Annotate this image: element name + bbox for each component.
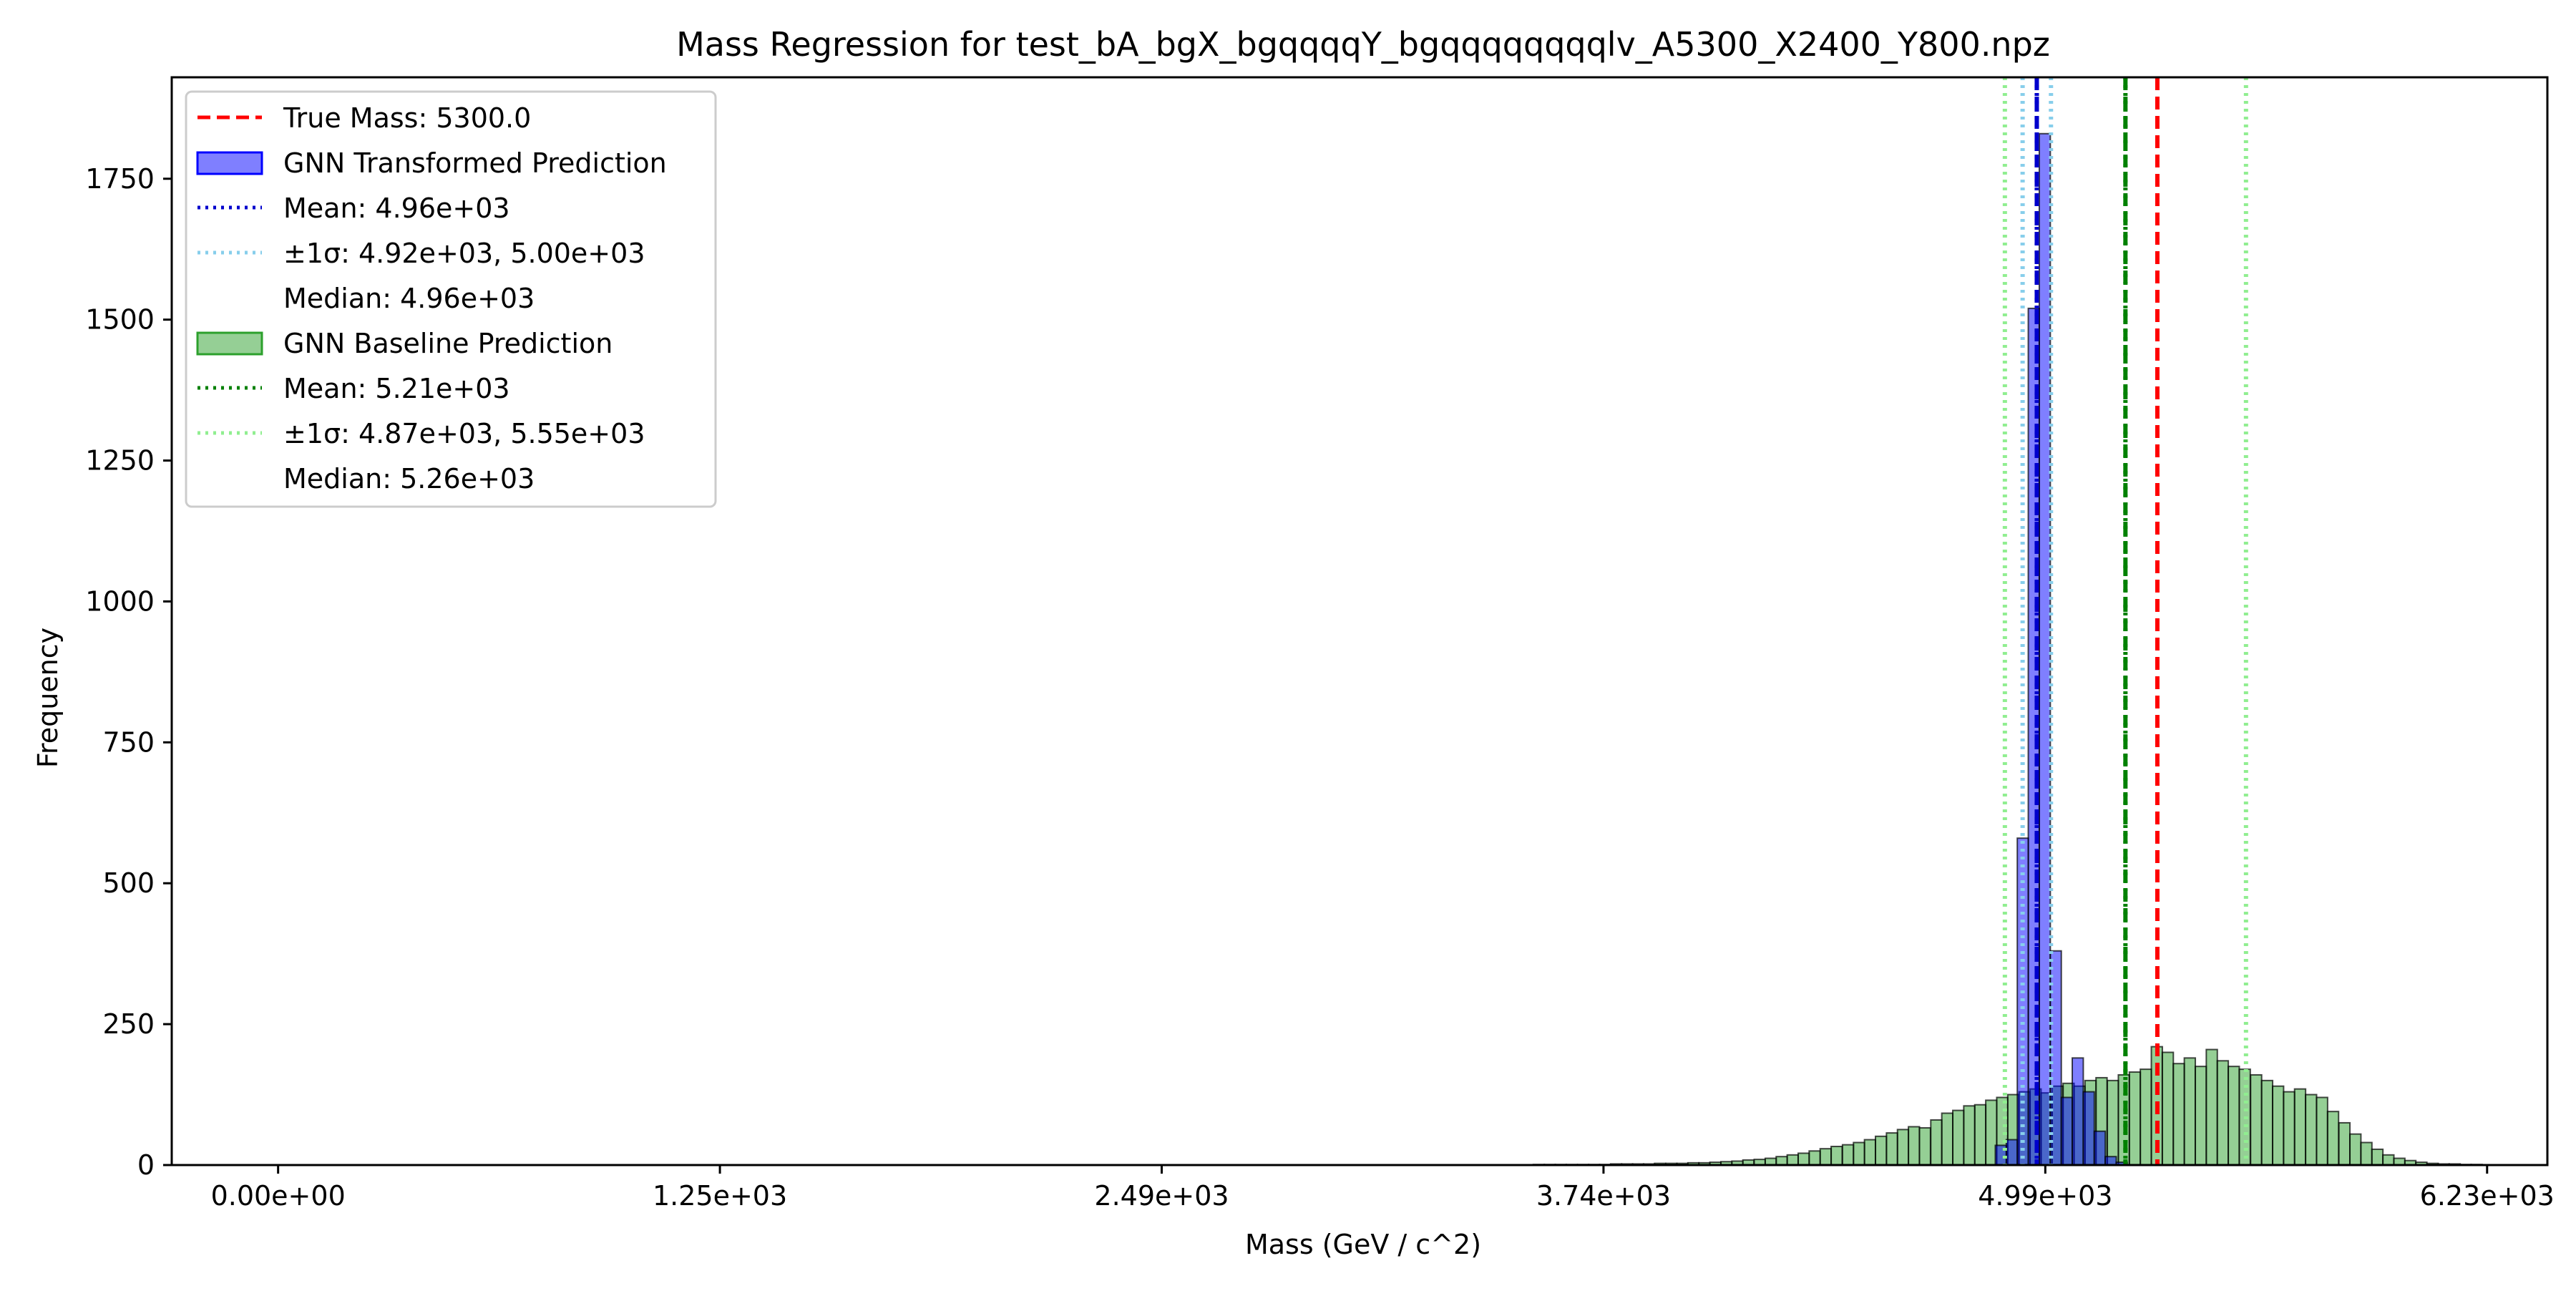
y-tick-label: 1250 <box>85 445 155 477</box>
baseline-bar <box>2128 1071 2142 1166</box>
baseline-bar <box>2260 1079 2274 1166</box>
legend-box <box>185 90 717 508</box>
x-tick-label: 0.00e+00 <box>211 1180 346 1212</box>
legend-handle-patch <box>196 331 263 356</box>
y-tick-label: 750 <box>102 726 155 758</box>
legend-label: ±1σ: 4.92e+03, 5.00e+03 <box>283 238 645 269</box>
baseline-bar <box>2371 1148 2384 1166</box>
chart-title: Mass Regression for test_bA_bgX_bgqqqqY_… <box>676 25 2050 64</box>
baseline-bar <box>2348 1133 2362 1166</box>
y-tick-label: 0 <box>137 1149 155 1181</box>
baseline-bar <box>2250 1073 2263 1166</box>
baseline-bar <box>2382 1154 2395 1166</box>
y-tick-label: 1500 <box>85 304 155 336</box>
plot-area: 0.00e+00 1.25e+03 2.49e+03 3.74e+03 4.99e+03… <box>85 76 2555 1212</box>
baseline-bar <box>2228 1066 2240 1166</box>
legend-label: ±1σ: 4.87e+03, 5.55e+03 <box>283 418 645 449</box>
legend-handle-patch <box>196 151 263 175</box>
y-tick-label: 250 <box>102 1008 155 1040</box>
y-tick-label: 1000 <box>85 585 155 617</box>
baseline-bar <box>2205 1048 2218 1166</box>
axes-frame <box>170 76 2549 1166</box>
y-tick-label: 500 <box>102 867 155 899</box>
baseline-bar <box>2161 1051 2175 1166</box>
legend-label: Mean: 4.96e+03 <box>283 193 510 224</box>
baseline-bar <box>2172 1063 2185 1166</box>
transformed-bar <box>2038 132 2051 1166</box>
transformed-bar <box>2072 1057 2084 1166</box>
baseline-bar <box>2316 1096 2328 1166</box>
baseline-bar <box>2271 1085 2285 1166</box>
x-tick-label: 4.99e+03 <box>1978 1180 2112 1212</box>
baseline-bar <box>1930 1119 1943 1166</box>
baseline-bar <box>1797 1152 1810 1166</box>
legend-label: Median: 4.96e+03 <box>283 283 535 314</box>
baseline-bar <box>1853 1141 1865 1166</box>
transformed-bar <box>2005 1139 2019 1166</box>
baseline-bar <box>1885 1132 1898 1166</box>
baseline-bar <box>1819 1148 1833 1166</box>
transformed-bar <box>2016 837 2029 1166</box>
baseline-bar <box>1841 1144 1855 1166</box>
legend-label: GNN Baseline Prediction <box>283 328 613 359</box>
baseline-bar <box>2194 1066 2207 1166</box>
transformed-bar <box>2104 1156 2117 1166</box>
y-axis-label: Frequency <box>32 628 64 768</box>
legend: True Mass: 5300.0 GNN Transformed Predict… <box>185 90 717 508</box>
x-axis-label: Mass (GeV / c^2) <box>1245 1229 1481 1260</box>
transformed-bar <box>2082 1091 2095 1166</box>
x-tick-label: 3.74e+03 <box>1536 1180 1671 1212</box>
x-tick-label: 1.25e+03 <box>653 1180 787 1212</box>
y-tick-label: 1750 <box>85 163 155 195</box>
baseline-bar <box>1963 1105 1976 1166</box>
baseline-bar <box>1874 1135 1888 1166</box>
baseline-bar <box>1952 1109 1965 1166</box>
baseline-bar <box>1918 1127 1931 1166</box>
baseline-bar <box>1808 1150 1821 1166</box>
legend-label: Median: 5.26e+03 <box>283 463 535 495</box>
baseline-bar <box>2305 1093 2318 1166</box>
baseline-bar <box>1896 1129 1910 1166</box>
baseline-bar <box>1941 1112 1954 1166</box>
baseline-bar <box>2360 1141 2373 1166</box>
transformed-bar <box>2093 1130 2107 1166</box>
legend-label: True Mass: 5300.0 <box>283 102 531 134</box>
baseline-bar <box>1775 1156 1788 1166</box>
x-tick-label: 6.23e+03 <box>2420 1180 2555 1212</box>
baseline-bar <box>1908 1126 1921 1166</box>
legend-label: GNN Transformed Prediction <box>283 147 667 179</box>
baseline-bar <box>2338 1121 2351 1166</box>
baseline-bar <box>2107 1079 2119 1166</box>
baseline-bar <box>1863 1139 1877 1166</box>
baseline-bar <box>2293 1088 2307 1166</box>
transformed-bar <box>2060 1096 2074 1166</box>
baseline-bar <box>2283 1091 2296 1166</box>
baseline-bar <box>1786 1154 1800 1166</box>
baseline-bar <box>2140 1068 2152 1166</box>
baseline-bar <box>2183 1057 2197 1166</box>
x-tick-label: 2.49e+03 <box>1094 1180 1229 1212</box>
baseline-bar <box>2326 1111 2340 1166</box>
baseline-bar <box>1830 1146 1843 1166</box>
baseline-bar <box>2216 1060 2230 1166</box>
baseline-bar <box>1974 1104 1987 1166</box>
legend-label: Mean: 5.21e+03 <box>283 373 510 404</box>
